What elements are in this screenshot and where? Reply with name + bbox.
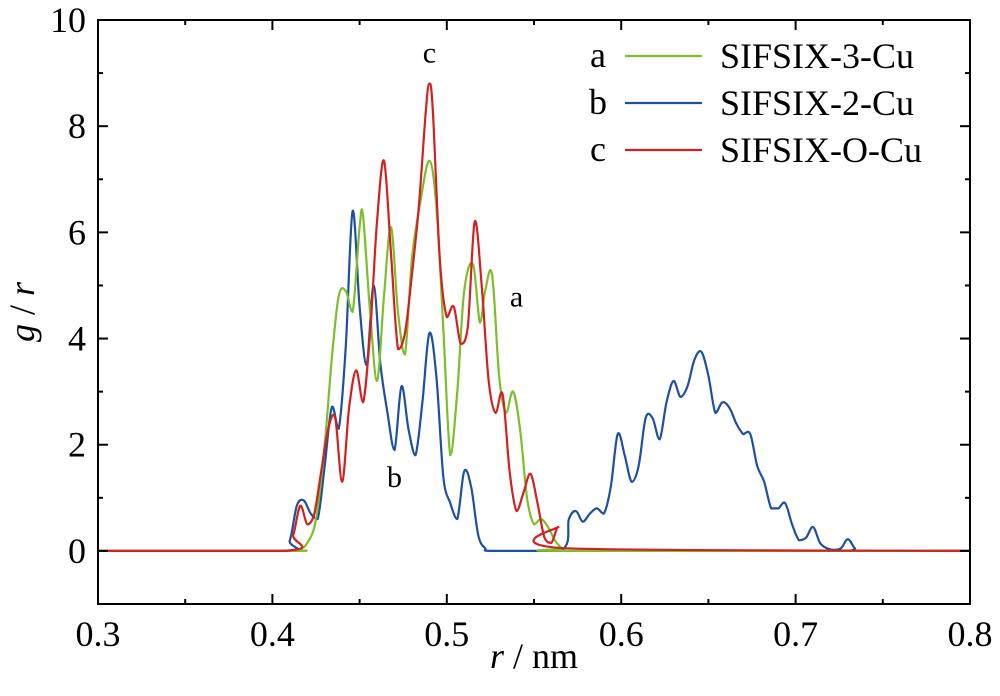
- legend-label: SIFSIX-3-Cu: [720, 36, 914, 76]
- x-axis-unit: / nm: [504, 636, 578, 676]
- legend: a SIFSIX-3-Cu b SIFSIX-2-Cu c SIFSIX-O-Cu: [589, 35, 922, 170]
- legend-entry-b: b SIFSIX-2-Cu: [589, 82, 914, 123]
- x-axis-variable: r: [490, 636, 505, 676]
- series-letter-b: b: [387, 461, 402, 494]
- y-tick-label: 8: [68, 106, 86, 146]
- y-tick-label: 2: [68, 425, 86, 465]
- series-letter-c: c: [423, 36, 436, 69]
- legend-entry-c: c SIFSIX-O-Cu: [590, 129, 922, 170]
- y-axis-variable-g: g: [2, 324, 42, 342]
- x-tick-label: 0.5: [424, 614, 469, 654]
- y-tick-label: 0: [68, 531, 86, 571]
- legend-entry-a: a SIFSIX-3-Cu: [590, 35, 914, 76]
- axis-ticks: 0.3 0.4 0.5 0.6 0.7 0.8 0 2 4 6 8 10: [50, 0, 993, 654]
- x-tick-label: 0.7: [773, 614, 818, 654]
- series-letter-a: a: [510, 281, 523, 314]
- y-tick-label: 4: [68, 319, 86, 359]
- x-tick-label: 0.6: [599, 614, 644, 654]
- x-tick-label: 0.4: [250, 614, 295, 654]
- series-letter-labels: a b c: [387, 36, 523, 494]
- series-line-b: [98, 209, 970, 553]
- series-line-a: [98, 159, 970, 553]
- legend-label: SIFSIX-2-Cu: [720, 83, 914, 123]
- series-line-c: [98, 82, 971, 553]
- legend-letter: c: [590, 129, 606, 169]
- legend-letter: a: [590, 35, 606, 75]
- x-tick-label: 0.8: [948, 614, 993, 654]
- series-curves: [98, 82, 971, 553]
- y-axis-variable-r: r: [2, 281, 42, 296]
- y-tick-label: 10: [50, 0, 86, 40]
- legend-label: SIFSIX-O-Cu: [720, 130, 922, 170]
- y-tick-label: 6: [68, 212, 86, 252]
- y-axis-title: g / r: [2, 281, 42, 342]
- legend-letter: b: [589, 82, 607, 122]
- x-axis-title: r / nm: [490, 636, 578, 676]
- y-axis-separator: /: [2, 296, 42, 324]
- x-tick-label: 0.3: [76, 614, 121, 654]
